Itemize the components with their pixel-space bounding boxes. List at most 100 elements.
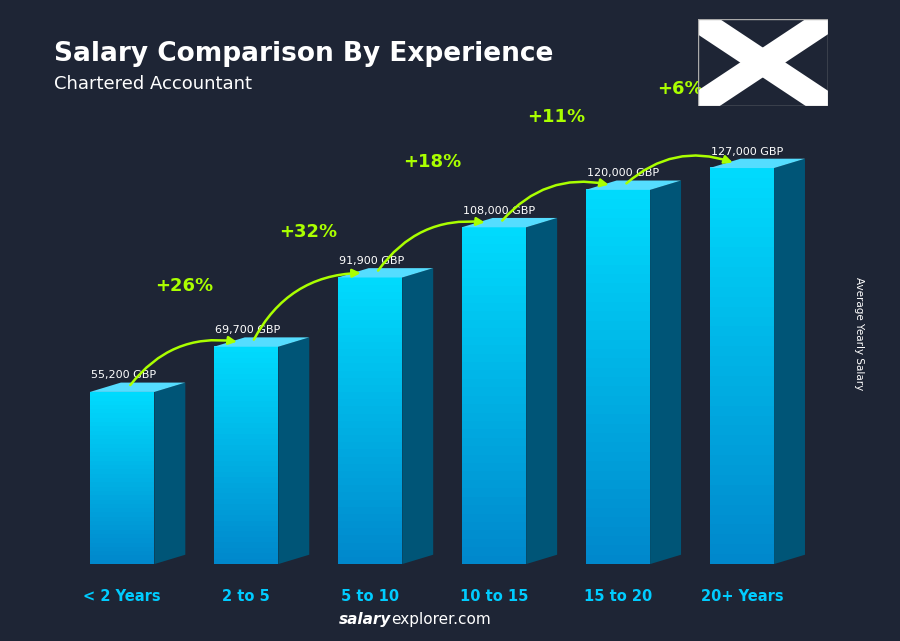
Bar (462, 496, 526, 505)
Bar (586, 517, 650, 527)
Bar (338, 378, 402, 385)
Bar (338, 306, 402, 313)
Bar (709, 375, 774, 386)
Bar (462, 437, 526, 446)
Bar (586, 226, 650, 237)
Bar (586, 404, 650, 414)
Bar (462, 336, 526, 345)
Text: Salary Comparison By Experience: Salary Comparison By Experience (54, 41, 554, 67)
Bar (338, 456, 402, 464)
Bar (90, 490, 155, 495)
Bar (462, 488, 526, 497)
Polygon shape (402, 268, 433, 564)
Bar (90, 520, 155, 526)
Bar (90, 533, 155, 538)
Bar (709, 435, 774, 445)
Bar (90, 478, 155, 482)
Bar (338, 463, 402, 471)
Bar (462, 362, 526, 370)
Bar (709, 266, 774, 277)
Bar (214, 504, 278, 510)
Bar (90, 439, 155, 444)
Bar (90, 542, 155, 547)
Bar (338, 291, 402, 299)
Bar (462, 344, 526, 354)
Bar (586, 246, 650, 255)
Bar (214, 390, 278, 395)
Bar (462, 285, 526, 295)
Bar (462, 504, 526, 513)
Bar (90, 460, 155, 465)
Bar (90, 404, 155, 409)
Bar (338, 334, 402, 342)
Bar (586, 329, 650, 340)
Bar (709, 494, 774, 504)
Bar (462, 521, 526, 530)
Bar (90, 392, 155, 396)
Bar (462, 277, 526, 287)
Bar (586, 367, 650, 377)
Bar (214, 395, 278, 401)
Bar (90, 517, 155, 521)
Bar (586, 488, 650, 499)
Bar (90, 538, 155, 542)
Bar (586, 236, 650, 246)
Bar (214, 493, 278, 499)
Text: +32%: +32% (279, 222, 338, 240)
Bar (214, 520, 278, 526)
Bar (709, 256, 774, 267)
Bar (338, 363, 402, 370)
Bar (90, 525, 155, 529)
Bar (586, 339, 650, 349)
Polygon shape (338, 268, 433, 278)
Bar (338, 406, 402, 413)
Bar (338, 528, 402, 535)
Text: +11%: +11% (526, 108, 585, 126)
Bar (338, 549, 402, 557)
Bar (462, 294, 526, 303)
Bar (709, 207, 774, 217)
Bar (214, 406, 278, 412)
Bar (709, 553, 774, 564)
Polygon shape (155, 383, 185, 564)
Bar (90, 503, 155, 508)
Text: +6%: +6% (657, 79, 703, 97)
Text: 10 to 15: 10 to 15 (460, 590, 528, 604)
Bar (709, 415, 774, 426)
Bar (709, 217, 774, 228)
Text: 5 to 10: 5 to 10 (341, 590, 399, 604)
Bar (338, 320, 402, 328)
Bar (90, 499, 155, 504)
Bar (214, 374, 278, 379)
Polygon shape (586, 181, 681, 190)
Bar (338, 435, 402, 442)
Bar (462, 470, 526, 480)
Bar (586, 320, 650, 330)
Bar (214, 363, 278, 369)
Bar (90, 551, 155, 556)
Bar (90, 443, 155, 448)
Bar (586, 264, 650, 274)
Bar (214, 455, 278, 461)
Bar (214, 428, 278, 434)
Bar (462, 513, 526, 522)
Bar (338, 327, 402, 335)
Bar (586, 208, 650, 218)
Bar (462, 260, 526, 269)
Bar (338, 385, 402, 392)
Bar (462, 269, 526, 278)
Bar (709, 425, 774, 435)
Bar (214, 558, 278, 564)
Bar (709, 167, 774, 178)
Bar (338, 556, 402, 564)
Bar (214, 542, 278, 548)
Bar (462, 387, 526, 395)
Bar (214, 553, 278, 559)
Bar (214, 412, 278, 417)
Bar (709, 177, 774, 188)
Bar (214, 537, 278, 542)
Bar (586, 498, 650, 508)
Bar (214, 515, 278, 520)
Text: < 2 Years: < 2 Years (84, 590, 161, 604)
Bar (462, 420, 526, 429)
